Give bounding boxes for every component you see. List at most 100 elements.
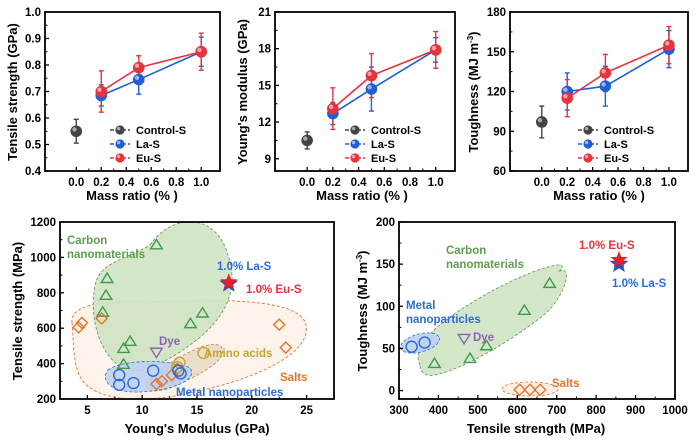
annotation-la: 1.0% La-S: [612, 278, 667, 290]
data-point-eu: [132, 61, 145, 74]
highlight-star-eu: [220, 273, 238, 290]
y-tick-label: 60: [493, 166, 506, 178]
data-point-carbon: [517, 303, 532, 316]
x-tick-label: 5: [84, 405, 91, 417]
chart-marks: [301, 30, 442, 150]
y-tick-label: 150: [487, 47, 506, 59]
y-tick-label: 800: [37, 288, 56, 300]
data-point-amino: [197, 346, 210, 360]
x-tick-label: 900: [626, 405, 645, 417]
x-tick-label: 800: [587, 405, 606, 417]
data-point-eu: [599, 67, 612, 79]
x-tick-label: 0.6: [143, 177, 159, 189]
y-tick-label: 0.6: [25, 113, 41, 125]
y-tick-label: 1.0: [25, 7, 41, 19]
annotation-carbon: Carbon: [446, 245, 486, 257]
data-point-eu: [195, 45, 208, 58]
legend-label: La-S: [371, 139, 395, 151]
data-point-carbon: [95, 305, 110, 317]
data-point-control: [70, 125, 83, 138]
x-ticks: 0.0 0.2 0.4 0.6 0.8 1.0: [299, 167, 444, 189]
y-tick-label: 0.9: [25, 34, 41, 46]
annotation-eu: 1.0% Eu-S: [246, 284, 302, 296]
y-ticks: 9 12 15 18 21: [258, 7, 279, 166]
x-axis-label: Mass ratio (% ): [553, 188, 645, 203]
data-point-dye: [457, 333, 472, 346]
annotation-salts: Salts: [552, 378, 580, 390]
x-tick-label: 0.4: [351, 177, 368, 189]
y-axis-label: Toughness (MJ m-3): [466, 31, 481, 152]
x-tick-label: 0.4: [118, 177, 135, 189]
y-tick-label: 600: [37, 323, 56, 335]
y-tick-label: 18: [258, 44, 271, 56]
highlight-star-eu: [610, 250, 628, 268]
data-point-metal: [127, 376, 140, 390]
data-point-dye: [149, 347, 164, 359]
y-tick-label: 9: [265, 154, 271, 166]
annotation-carbon: Carbon: [67, 235, 107, 247]
data-point-metal: [112, 378, 126, 392]
x-tick-label: 0.6: [610, 177, 626, 189]
x-tick-label: 0.0: [534, 177, 550, 189]
x-tick-label: 0.0: [299, 177, 315, 189]
y-tick-label: 1000: [30, 252, 56, 264]
group-regions: [71, 221, 307, 400]
data-point-salts: [149, 377, 163, 391]
data-point-salts: [155, 374, 169, 388]
x-axis-label: Young's Modulus (GPa): [124, 421, 269, 436]
x-tick-label: 700: [547, 405, 566, 417]
legend: Control-S La-S Eu-S: [345, 125, 421, 165]
x-tick-label: 0.2: [559, 177, 575, 189]
chart-marks: [70, 32, 208, 144]
annotation-salts: Salts: [280, 372, 308, 384]
x-ticks: 0.0 0.2 0.4 0.6 0.8 1.0: [534, 167, 677, 189]
y-tick-label: 400: [37, 359, 56, 371]
data-point-carbon: [195, 306, 210, 318]
data-point-eu: [327, 102, 339, 115]
annotation-la: 1.0% La-S: [217, 261, 272, 273]
y-tick-label: 200: [37, 394, 56, 406]
data-point-carbon: [116, 357, 131, 370]
legend-label: La-S: [604, 139, 628, 151]
legend-marker: [115, 153, 125, 163]
data-point-salts: [279, 341, 293, 355]
x-tick-label: 0.4: [585, 177, 602, 189]
legend-marker: [583, 153, 593, 163]
annotation-carbon: nanomaterials: [446, 259, 524, 271]
x-tick-label: 1.0: [661, 177, 677, 189]
x-tick-label: 600: [508, 405, 527, 417]
data-point-metal: [405, 340, 418, 353]
x-tick-label: 20: [245, 405, 258, 417]
x-axis-label: Mass ratio (% ): [316, 188, 408, 203]
legend-label: Control-S: [604, 125, 654, 137]
plot-frame: [274, 11, 456, 172]
legend: Control-S La-S Eu-S: [578, 125, 654, 165]
data-point-salts: [72, 320, 86, 334]
y-tick-label: 90: [493, 126, 506, 138]
y-tick-label: 21: [258, 7, 271, 19]
x-tick-label: 400: [429, 405, 448, 417]
x-ticks: 5 10 15 20 25: [84, 395, 314, 417]
data-point-metal: [112, 368, 126, 382]
data-point-la: [599, 80, 612, 92]
y-tick-label: 12: [258, 117, 271, 129]
y-axis-label: Young's modulus (GPa): [235, 19, 250, 165]
legend-item: La-S: [578, 139, 628, 151]
legend-item: Eu-S: [345, 153, 396, 165]
data-point-la: [132, 73, 145, 86]
data-point-salts: [533, 383, 547, 397]
y-ticks: 200 400 600 800 1000 1200: [30, 217, 64, 406]
legend-marker: [350, 125, 360, 135]
legend-marker: [115, 139, 125, 149]
x-tick-label: 0.8: [402, 177, 419, 189]
x-tick-label: 0.2: [325, 177, 341, 189]
carbon-region: [92, 221, 233, 372]
data-point-salts: [513, 383, 527, 397]
data-point-eu: [429, 44, 442, 56]
y-ticks: 0.4 0.5 0.6 0.7 0.8 0.9 1.0: [25, 7, 49, 178]
chart-marks: [535, 25, 675, 139]
y-tick-label: 50: [382, 343, 395, 355]
annotation-eu: 1.0% Eu-S: [579, 240, 635, 252]
annotation-metal: Metal: [406, 300, 435, 312]
legend-item: Eu-S: [110, 153, 161, 165]
